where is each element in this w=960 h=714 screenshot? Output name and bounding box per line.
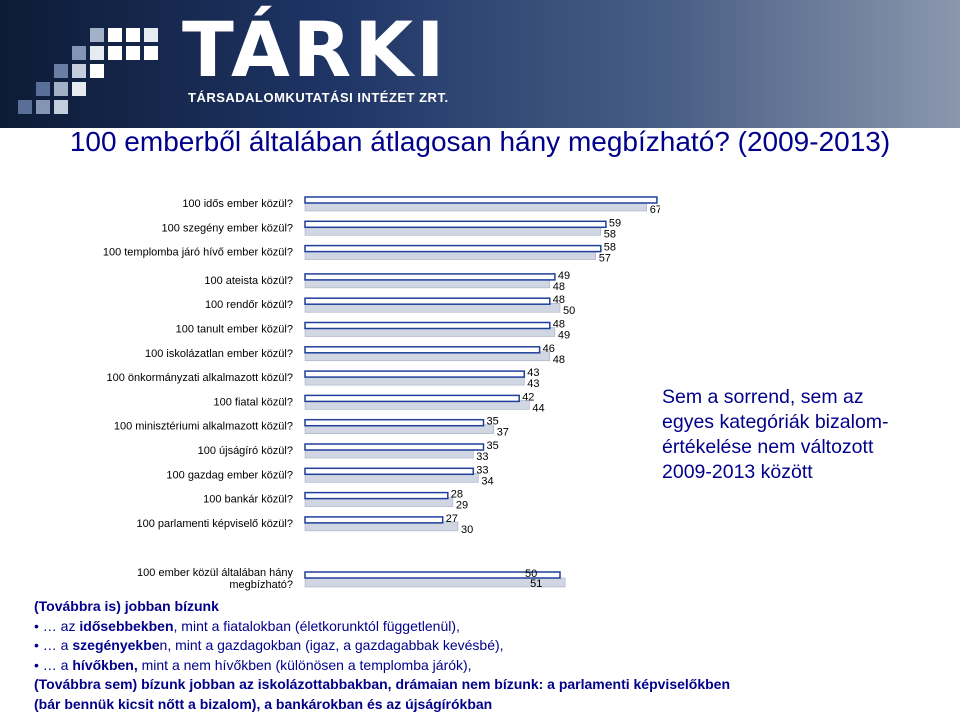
- category-label: 100 idős ember közül?: [182, 198, 293, 210]
- category-label: 100 ateista közül?: [204, 275, 293, 287]
- bar-2009: [305, 517, 443, 523]
- data-label-2013: 50: [563, 305, 575, 317]
- data-label-2013: 34: [481, 475, 493, 487]
- bar-2009: [305, 395, 519, 401]
- data-label-2013: 30: [461, 524, 473, 536]
- category-label: 100 parlamenti képviselő közül?: [136, 518, 293, 530]
- bar-2009: [305, 347, 540, 353]
- summary-data-label-2013: 51: [530, 578, 542, 590]
- header-banner: TÁRKI TÁRSADALOMKUTATÁSI INTÉZET ZRT.: [0, 0, 960, 128]
- data-label-2013: 57: [599, 253, 611, 265]
- logo-tagline: TÁRSADALOMKUTATÁSI INTÉZET ZRT.: [188, 90, 449, 105]
- summary-line-2: • … az idősebbekben, mint a fiatalokban …: [34, 617, 934, 637]
- bar-2009: [305, 274, 555, 280]
- data-label-2013: 29: [456, 500, 468, 512]
- bar-2009: [305, 197, 657, 203]
- category-label: 100 templomba járó hívő ember közül?: [103, 247, 293, 259]
- category-label: 100 tanult ember közül?: [176, 324, 293, 336]
- summary-line-4: • … a hívőkben, mint a nem hívőkben (kül…: [34, 656, 934, 676]
- logo-text: TÁRKI: [182, 12, 447, 88]
- data-label-2013: 37: [497, 427, 509, 439]
- data-label-2013: 49: [558, 330, 570, 342]
- data-label-2013: 48: [553, 281, 565, 293]
- data-label-2013: 58: [604, 228, 616, 240]
- bar-2009: [305, 493, 448, 499]
- category-label: 100 rendőr közül?: [205, 299, 293, 311]
- slide-title: 100 emberből általában átlagosan hány me…: [0, 124, 960, 160]
- category-label: 100 fiatal közül?: [214, 396, 294, 408]
- category-label: 100 újságíró közül?: [198, 445, 293, 457]
- bar-2009: [305, 371, 524, 377]
- summary-category-label: 100 ember közül általában hány: [137, 567, 293, 579]
- logo-blocks-graphic: [0, 0, 180, 128]
- data-label-2013: 48: [553, 354, 565, 366]
- summary-category-label-2: megbízható?: [229, 579, 293, 591]
- bar-2009: [305, 420, 484, 426]
- bar-2009: [305, 323, 550, 329]
- summary-line-1: (Továbbra is) jobban bízunk: [34, 597, 934, 617]
- bar-2009: [305, 468, 473, 474]
- bar-2009: [305, 221, 606, 227]
- category-label: 100 minisztériumi alkalmazott közül?: [114, 421, 293, 433]
- bar-2009: [305, 298, 550, 304]
- summary-text: (Továbbra is) jobban bízunk • … az időse…: [34, 597, 934, 714]
- summary-line-5: (Továbbra sem) bízunk jobban az iskolázo…: [34, 675, 934, 695]
- data-label-2013: 44: [532, 402, 544, 414]
- side-note: Sem a sorrend, sem az egyes kategóriák b…: [662, 385, 912, 485]
- summary-bar-2009: [305, 572, 560, 578]
- bar-chart: 100 idős ember közül?6967100 szegény emb…: [0, 190, 660, 600]
- data-label-2013: 33: [476, 451, 488, 463]
- data-label-2013: 67: [650, 204, 660, 216]
- data-label-2013: 43: [527, 378, 539, 390]
- summary-line-6: (bár bennük kicsit nőtt a bizalom), a ba…: [34, 695, 934, 714]
- category-label: 100 önkormányzati alkalmazott közül?: [107, 372, 293, 384]
- bar-2009: [305, 444, 484, 450]
- category-label: 100 bankár közül?: [203, 494, 293, 506]
- category-label: 100 iskolázatlan ember közül?: [145, 348, 293, 360]
- data-label-2009: 27: [446, 513, 458, 525]
- category-label: 100 szegény ember közül?: [162, 222, 293, 234]
- summary-line-3: • … a szegényekben, mint a gazdagokban (…: [34, 636, 934, 656]
- bar-2009: [305, 246, 601, 252]
- category-label: 100 gazdag ember közül?: [166, 469, 293, 481]
